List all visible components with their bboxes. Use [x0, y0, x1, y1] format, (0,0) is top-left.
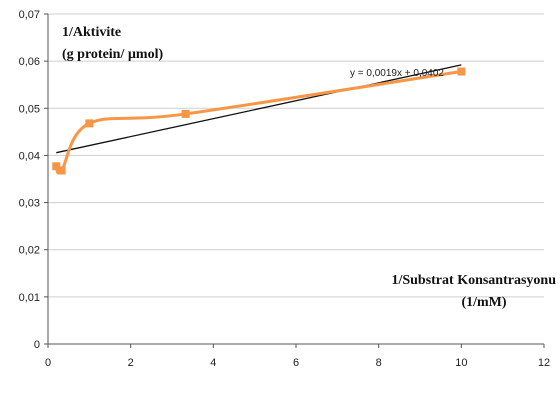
y-tick-label-1: 0,01: [19, 292, 40, 304]
y-tick-label-4: 0,04: [19, 150, 40, 162]
x-axis-title-line2: (1/mM): [461, 295, 506, 310]
series-0-point-2: [85, 119, 94, 128]
y-axis-title-line2: (g protein/ µmol): [62, 47, 163, 62]
series-0-point-4: [457, 67, 466, 76]
grid: [48, 13, 544, 298]
y-tick-label-2: 0,02: [19, 245, 40, 257]
y-tick-label-7: 0,07: [19, 9, 40, 21]
x-tick-label-6: 12: [538, 357, 550, 369]
tick-labels: 0 0,01 0,02 0,03 0,04 0,05 0,06 0,07 0 2 4 6 8 10 12: [19, 9, 551, 369]
labels: 1/Aktivite (g protein/ µmol) 1/Substrat …: [62, 25, 556, 310]
y-tick-label-3: 0,03: [19, 198, 40, 210]
y-tick-label-5: 0,05: [19, 103, 40, 115]
series-0-line: [54, 70, 463, 175]
series-0-point-0: [52, 162, 61, 171]
x-tick-label-1: 2: [128, 357, 134, 369]
trendline-group: [56, 64, 462, 154]
trendline: [56, 64, 462, 154]
x-tick-label-3: 6: [293, 357, 299, 369]
series-0-point-3: [181, 109, 190, 118]
axes: [44, 13, 545, 348]
trendline-equation: y = 0,0019x + 0,0402: [350, 68, 444, 79]
y-axis-title-line1: 1/Aktivite: [62, 25, 121, 40]
series-group: [52, 67, 466, 175]
x-tick-label-5: 10: [455, 357, 467, 369]
y-tick-label-0: 0: [34, 339, 40, 351]
x-tick-label-4: 8: [376, 357, 382, 369]
x-axis-title-line1: 1/Substrat Konsantrasyonu: [391, 273, 556, 288]
y-tick-label-6: 0,06: [19, 56, 40, 68]
series-0-point-1: [57, 166, 66, 175]
x-tick-label-2: 4: [210, 357, 216, 369]
x-tick-label-0: 0: [45, 357, 51, 369]
